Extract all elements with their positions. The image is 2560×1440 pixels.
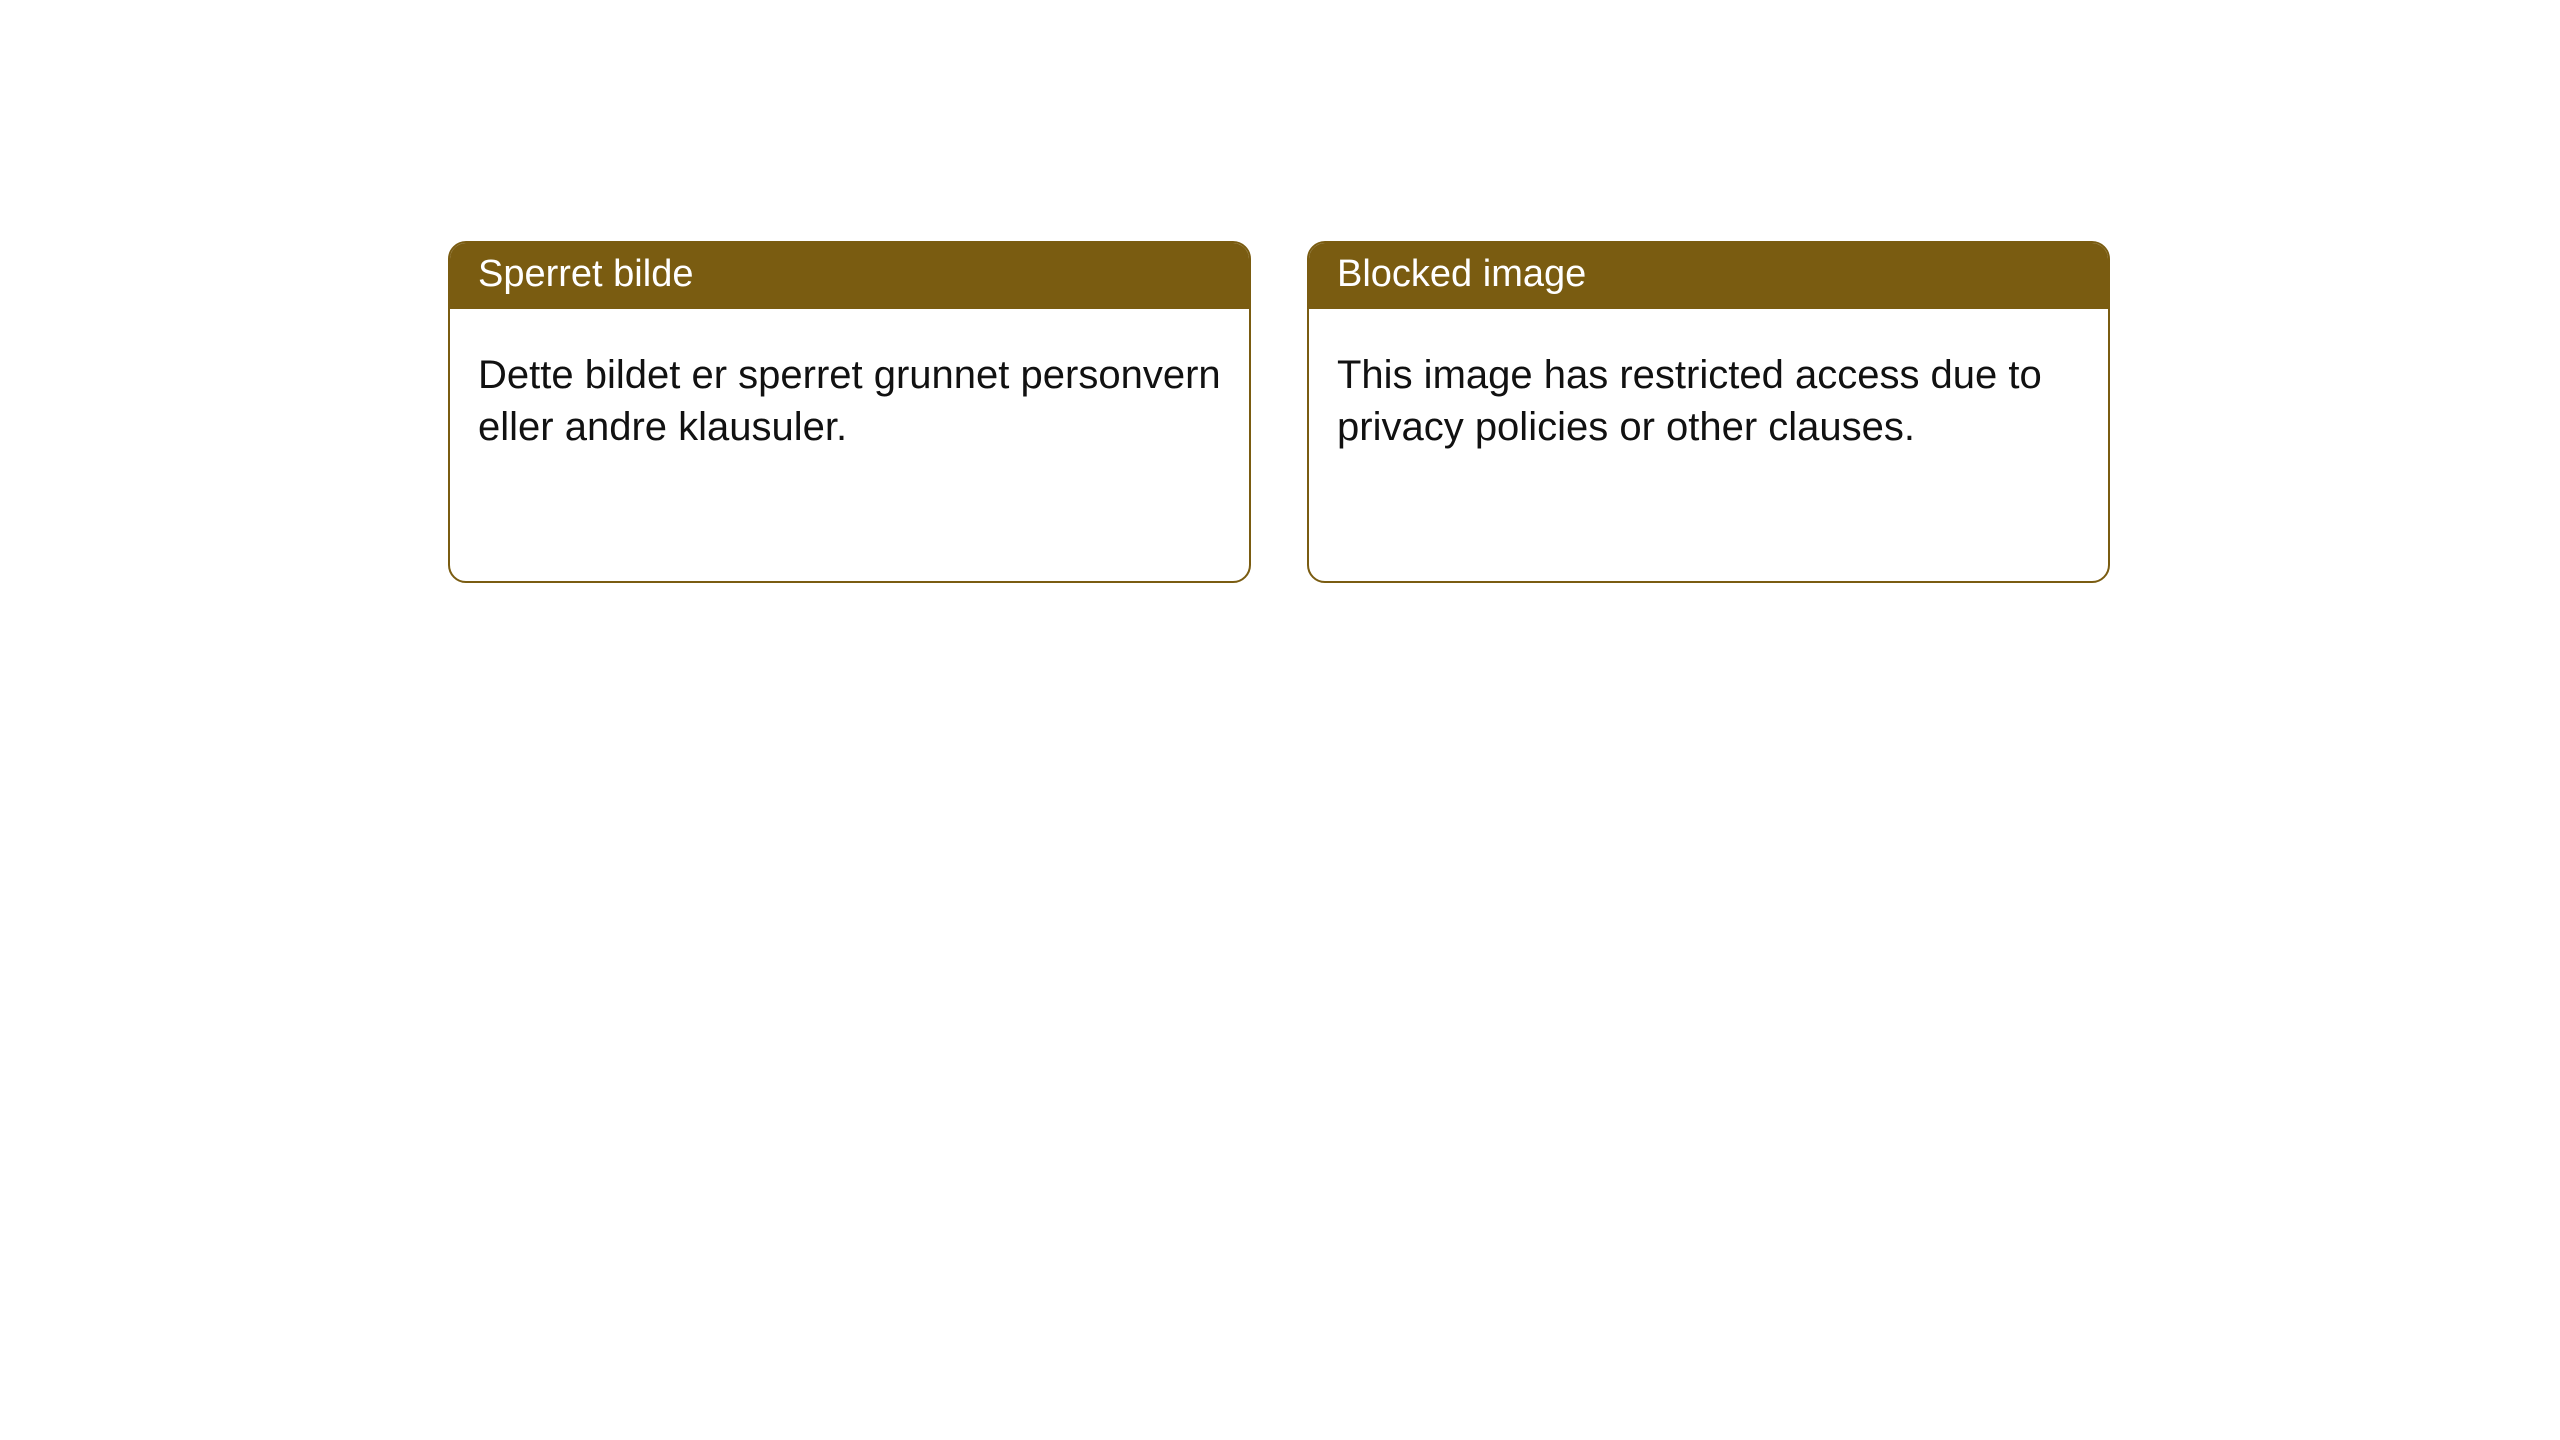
- notice-container: Sperret bilde Dette bildet er sperret gr…: [0, 0, 2560, 583]
- blocked-image-card-norwegian: Sperret bilde Dette bildet er sperret gr…: [448, 241, 1251, 583]
- card-body-english: This image has restricted access due to …: [1309, 309, 2108, 581]
- card-title-norwegian: Sperret bilde: [450, 243, 1249, 309]
- card-title-english: Blocked image: [1309, 243, 2108, 309]
- blocked-image-card-english: Blocked image This image has restricted …: [1307, 241, 2110, 583]
- card-body-norwegian: Dette bildet er sperret grunnet personve…: [450, 309, 1249, 581]
